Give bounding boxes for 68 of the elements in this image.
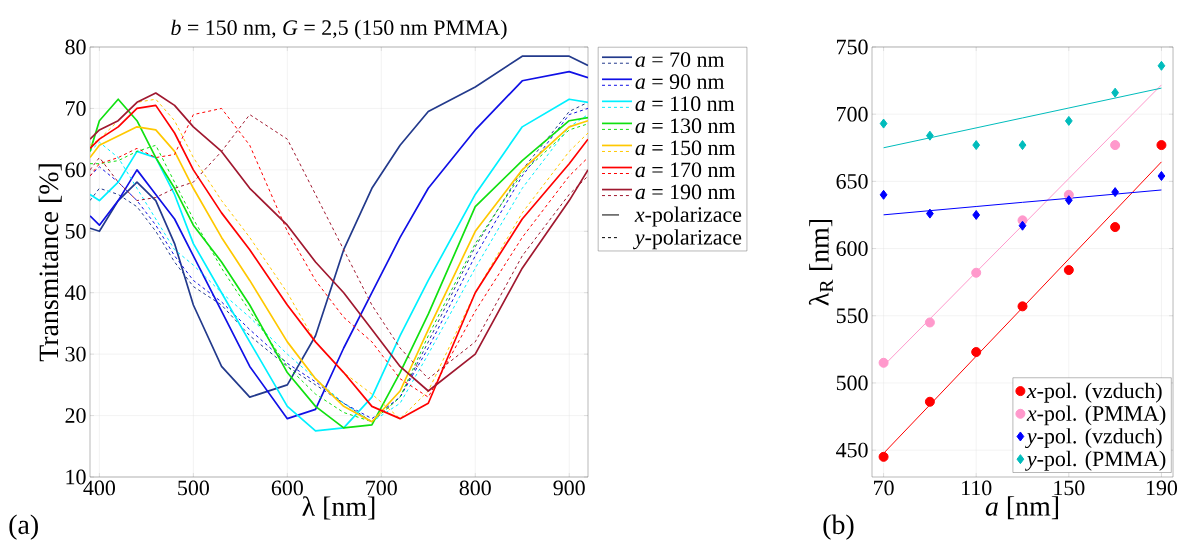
point bbox=[1064, 115, 1073, 126]
y-tick-label: 500 bbox=[836, 375, 868, 391]
y-axis-title: Transmitance [%] bbox=[38, 164, 62, 362]
legend-label: a = 130 nm bbox=[635, 118, 736, 134]
y-tick-label: 20 bbox=[65, 408, 86, 423]
point bbox=[972, 209, 981, 220]
y-tick-label: 650 bbox=[836, 173, 868, 189]
legend-label: a = 70 nm bbox=[635, 52, 725, 67]
y-tick-label: 50 bbox=[65, 223, 86, 239]
legend-label: x-pol. (vzduch) bbox=[1026, 382, 1162, 403]
x-tick-label: 110 bbox=[962, 480, 992, 496]
point bbox=[878, 357, 889, 368]
x-tick-label: 800 bbox=[459, 480, 491, 496]
text: (b) bbox=[823, 514, 854, 540]
legend-label: a = 170 nm bbox=[635, 162, 736, 178]
x-tick-label: 150 bbox=[1054, 480, 1085, 496]
x-tick-label: 700 bbox=[366, 480, 397, 496]
chart-title: b = 150 nm, G = 2,5 (150 nm PMMA) bbox=[171, 19, 507, 40]
x-tick-label: 600 bbox=[271, 480, 303, 496]
point bbox=[1017, 301, 1028, 312]
point bbox=[1110, 140, 1121, 151]
x-tick-label: 500 bbox=[178, 480, 209, 496]
text: x-polarizace bbox=[634, 206, 742, 227]
point bbox=[926, 208, 934, 219]
legend-label: y-pol. (PMMA) bbox=[1025, 450, 1166, 471]
point bbox=[878, 451, 889, 462]
point bbox=[1063, 265, 1074, 276]
point bbox=[879, 118, 888, 129]
x-tick-label: 190 bbox=[1146, 480, 1178, 496]
point bbox=[924, 317, 935, 328]
y-tick-label: 30 bbox=[65, 346, 86, 362]
point bbox=[1064, 195, 1073, 206]
y-tick-label: 750 bbox=[837, 39, 868, 55]
x-axis-title: a [nm] bbox=[985, 496, 1059, 520]
y-tick-label: 60 bbox=[65, 162, 86, 178]
legend-label: x-pol. (PMMA) bbox=[1026, 405, 1166, 426]
point bbox=[1157, 60, 1166, 71]
text: y-polarizace bbox=[633, 229, 742, 250]
y-axis-title: λ$_{R}$ [nm] bbox=[808, 219, 833, 306]
x-axis-title: λ [nm] bbox=[302, 496, 375, 520]
y-tick-label: 700 bbox=[837, 106, 868, 122]
x-tick-label: 70 bbox=[874, 480, 894, 496]
legend-label: y-pol. (vzduch) bbox=[1025, 428, 1162, 449]
point bbox=[879, 189, 888, 200]
point bbox=[1018, 140, 1027, 151]
point bbox=[971, 347, 982, 358]
point bbox=[924, 396, 935, 407]
legend-label: a = 110 nm bbox=[635, 96, 735, 112]
y-tick-label: 80 bbox=[65, 39, 86, 55]
y-tick-label: 450 bbox=[836, 442, 868, 458]
point bbox=[1110, 222, 1121, 233]
y-tick-label: 70 bbox=[66, 101, 86, 116]
point bbox=[971, 267, 982, 278]
point bbox=[1156, 140, 1167, 151]
y-tick-label: 550 bbox=[836, 308, 868, 324]
point bbox=[1111, 187, 1119, 198]
point bbox=[1111, 87, 1119, 98]
y-tick-label: 40 bbox=[64, 285, 86, 301]
y-tick-label: 600 bbox=[836, 241, 868, 256]
text: (a) bbox=[9, 514, 38, 540]
legend-label: a = 90 nm bbox=[635, 74, 725, 90]
point bbox=[1018, 220, 1027, 231]
legend-label: a = 190 nm bbox=[635, 184, 736, 200]
point bbox=[1157, 171, 1166, 181]
point bbox=[972, 140, 981, 151]
x-tick-label: 900 bbox=[553, 480, 585, 496]
legend-label: a = 150 nm bbox=[635, 140, 736, 156]
point bbox=[926, 130, 934, 141]
